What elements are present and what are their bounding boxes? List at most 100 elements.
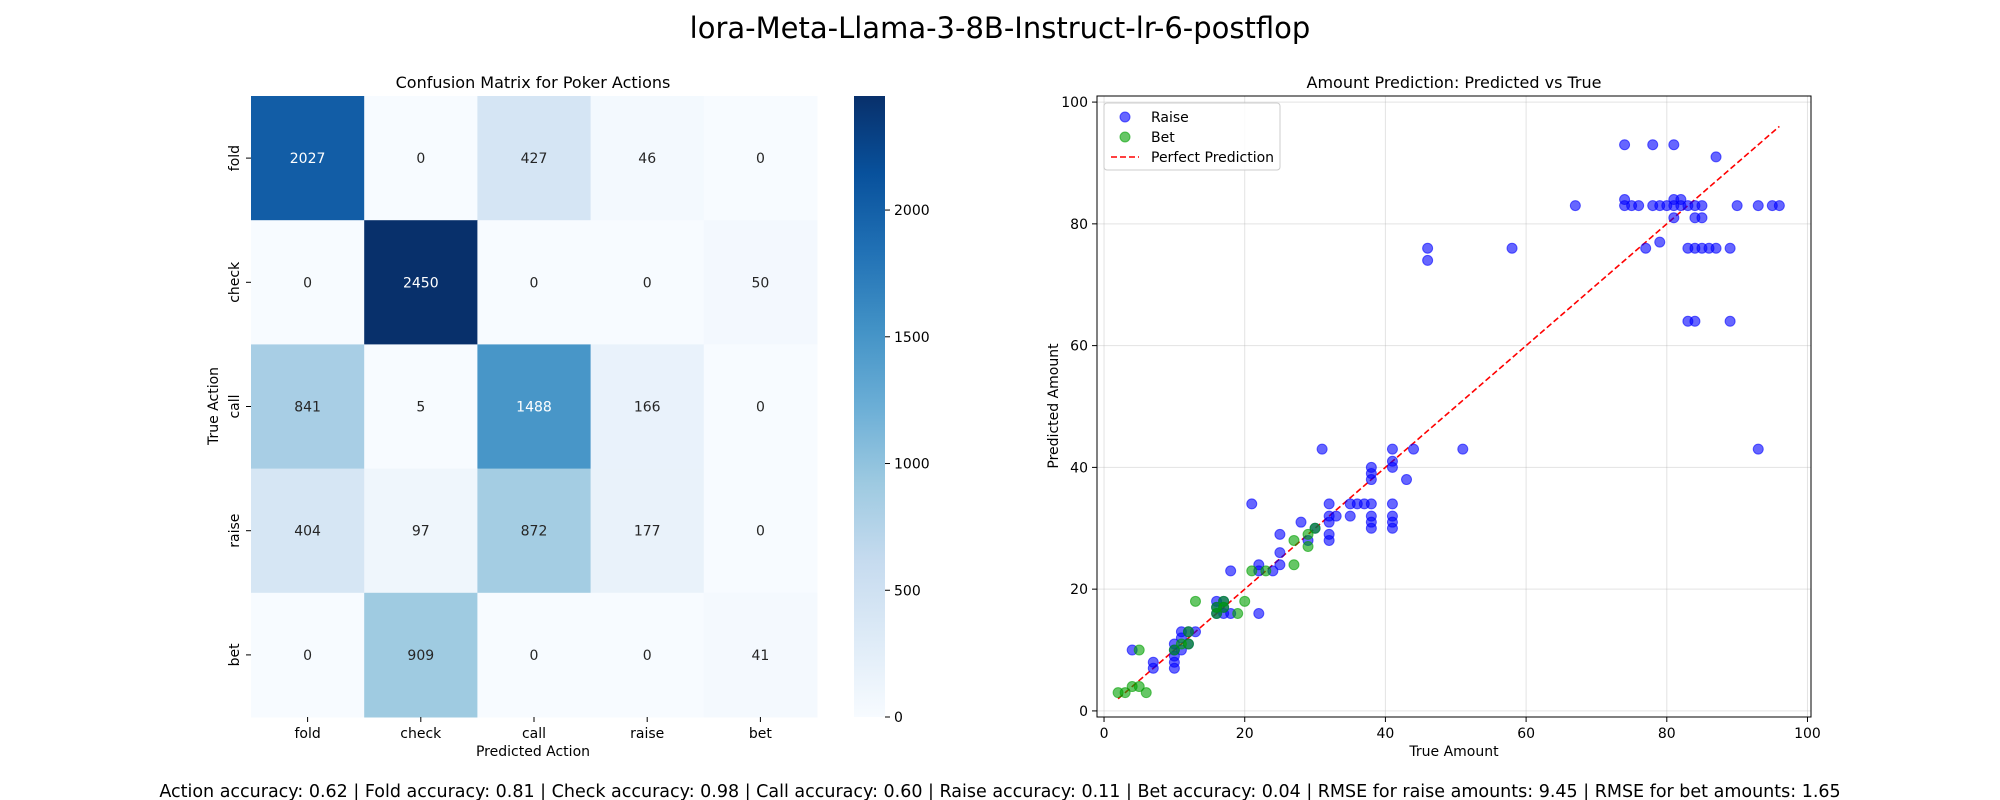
raise-point [1689, 315, 1701, 327]
heatmap-cell [251, 220, 365, 345]
scatter-legend: Raise Bet Perfect Prediction [1103, 102, 1281, 171]
heatmap-cell [251, 592, 365, 718]
raise-point [1752, 200, 1764, 212]
heatmap-x-tick-label: call [522, 726, 546, 742]
metrics-footer: Action accuracy: 0.62 | Fold accuracy: 0… [159, 782, 1840, 800]
raise-point [1457, 443, 1469, 455]
legend-marker-swatch [1119, 111, 1131, 123]
heatmap-cell [703, 220, 818, 345]
heatmap-cell-label: 177 [634, 524, 661, 540]
heatmap-cell [590, 220, 705, 345]
heatmap-cell-label: 5 [416, 400, 425, 416]
raise-point [1253, 608, 1265, 619]
heatmap-cell [590, 468, 705, 594]
heatmap-cell [477, 592, 592, 718]
heatmap-cell-label: 41 [751, 648, 769, 664]
scatter-y-tick-label: 0 [1079, 704, 1088, 720]
bet-point [1246, 565, 1258, 577]
legend-label: Bet [1151, 130, 1175, 146]
raise-point [1225, 565, 1237, 577]
heatmap-cell [477, 220, 592, 345]
heatmap-cell [251, 468, 365, 594]
heatmap-x-tick-label: raise [630, 726, 664, 742]
scatter-points [1112, 125, 1785, 700]
heatmap-cell [477, 468, 592, 594]
scatter-x-tick-label: 100 [1794, 726, 1821, 742]
heatmap-cells: 2027 0 427 46 0 0 2450 0 0 50 841 5 1488 166 0 404 97 872… [251, 96, 818, 718]
figure-title: lora-Meta-Llama-3-8B-Instruct-lr-6-postf… [690, 11, 1311, 45]
heatmap-cell-label: 46 [638, 151, 656, 167]
raise-point [1633, 200, 1645, 212]
heatmap-cell-label: 0 [643, 275, 652, 291]
heatmap-cell [477, 96, 592, 221]
raise-point [1710, 242, 1722, 254]
colorbar-tick-label: 500 [894, 583, 921, 599]
bet-point [1232, 608, 1244, 619]
raise-point [1668, 139, 1680, 151]
bet-point [1182, 626, 1194, 638]
colorbar-tick-label: 1500 [894, 330, 930, 346]
heatmap-x-tick-label: fold [294, 726, 320, 742]
raise-point [1647, 139, 1659, 151]
scatter-y-tick-label: 40 [1070, 460, 1088, 476]
heatmap-y-tick-labels: fold check call raise bet [227, 145, 251, 666]
scatter-x-tick-label: 60 [1517, 726, 1535, 742]
heatmap-x-axis-label: Predicted Action [476, 744, 590, 760]
raise-point [1422, 242, 1434, 254]
colorbar-tick-label: 1000 [894, 457, 930, 473]
bet-point [1302, 541, 1314, 553]
heatmap-cell-label: 1488 [516, 400, 552, 416]
raise-point [1274, 547, 1286, 559]
heatmap-y-tick-label: fold [227, 145, 243, 171]
bet-point [1302, 528, 1314, 540]
heatmap-cell [703, 592, 818, 718]
bet-point [1288, 534, 1300, 546]
heatmap-cell [364, 96, 478, 221]
raise-point [1365, 461, 1377, 473]
heatmap-cell [477, 344, 592, 470]
scatter-x-tick-label: 40 [1376, 726, 1394, 742]
raise-point [1408, 443, 1420, 455]
heatmap-cell [590, 344, 705, 470]
heatmap-cell [703, 344, 818, 470]
heatmap-x-tick-labels: fold check call raise bet [294, 717, 772, 742]
heatmap-cell-label: 0 [756, 151, 765, 167]
raise-point [1246, 498, 1258, 510]
scatter-plot-frame [1096, 95, 1812, 718]
heatmap-cell [703, 96, 818, 221]
heatmap-cell-label: 166 [634, 400, 661, 416]
scatter-x-axis-label: True Amount [1408, 744, 1499, 760]
raise-point [1710, 151, 1722, 163]
scatter-y-axis-label: Predicted Amount [1046, 343, 1062, 469]
heatmap-cell-label: 0 [303, 275, 312, 291]
legend-label: Raise [1151, 110, 1189, 126]
heatmap-cell [364, 468, 478, 594]
bet-point [1133, 681, 1145, 693]
heatmap-x-tick-label: bet [749, 726, 773, 742]
raise-point [1401, 474, 1413, 486]
scatter-y-tick-label: 80 [1070, 217, 1088, 233]
heatmap-cell-label: 50 [751, 275, 769, 291]
raise-point [1675, 194, 1687, 205]
raise-point [1654, 236, 1666, 248]
bet-point [1189, 595, 1201, 607]
raise-point [1724, 242, 1736, 254]
colorbar-tick-label: 0 [894, 710, 903, 726]
heatmap-cell-label: 97 [412, 524, 430, 540]
heatmap-y-tick-label: bet [227, 643, 243, 667]
raise-point [1386, 443, 1398, 455]
scatter-y-tick-label: 100 [1061, 95, 1088, 111]
colorbar-ramp [854, 96, 885, 717]
heatmap-x-tick-label: check [400, 726, 442, 742]
scatter-y-tick-label: 20 [1070, 582, 1088, 598]
confusion-matrix-title: Confusion Matrix for Poker Actions [396, 73, 671, 92]
raise-point [1365, 510, 1377, 522]
heatmap-cell [251, 344, 365, 470]
scatter-x-tick-label: 20 [1236, 726, 1254, 742]
heatmap-cell-label: 0 [530, 275, 539, 291]
bet-point [1133, 644, 1145, 656]
raise-point [1696, 200, 1708, 212]
legend-marker-swatch [1119, 131, 1131, 143]
heatmap-cell-label: 872 [521, 524, 548, 540]
